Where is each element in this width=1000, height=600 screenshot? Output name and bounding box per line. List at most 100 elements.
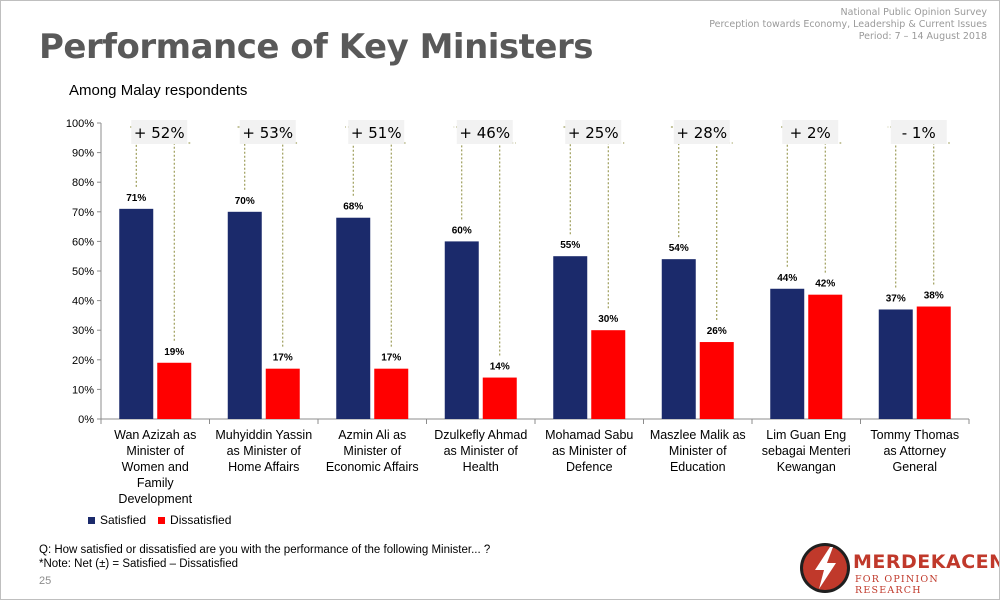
category-label: as Minister of bbox=[552, 444, 627, 458]
net-connector-satisfied bbox=[128, 126, 137, 187]
y-tick-label: 60% bbox=[72, 236, 94, 248]
y-tick-label: 100% bbox=[66, 118, 94, 130]
net-label-box bbox=[890, 120, 947, 144]
net-note: *Note: Net (±) = Satisfied – Dissatisfie… bbox=[39, 558, 239, 570]
net-value-label: + 52% bbox=[134, 124, 185, 142]
net-value-label: + 46% bbox=[459, 124, 510, 142]
data-label-dissatisfied: 17% bbox=[381, 353, 401, 364]
y-tick-label: 50% bbox=[72, 266, 94, 278]
data-label-satisfied: 44% bbox=[777, 273, 797, 284]
category-label: Maszlee Malik as bbox=[650, 428, 746, 442]
net-value-label: + 51% bbox=[351, 124, 402, 142]
legend-item-dissatisfied: Dissatisfied bbox=[158, 513, 231, 527]
data-label-satisfied: 70% bbox=[235, 196, 255, 207]
net-connector-dissatisfied bbox=[716, 142, 733, 321]
chart-subtitle: Among Malay respondents bbox=[69, 82, 248, 99]
data-label-satisfied: 37% bbox=[886, 293, 906, 304]
survey-period: Period: 7 – 14 August 2018 bbox=[858, 31, 987, 42]
legend-swatch-satisfied bbox=[88, 516, 95, 524]
data-label-satisfied: 71% bbox=[126, 193, 146, 204]
data-label-dissatisfied: 38% bbox=[924, 291, 944, 302]
y-tick-label: 40% bbox=[72, 296, 94, 308]
net-value-label: + 2% bbox=[790, 124, 831, 142]
bar-satisfied bbox=[444, 241, 479, 419]
data-label-satisfied: 68% bbox=[343, 202, 363, 213]
category-label: Dzulkefly Ahmad bbox=[434, 428, 527, 442]
net-label-box bbox=[673, 120, 730, 144]
lightning-bolt-icon bbox=[800, 543, 850, 593]
bar-satisfied bbox=[770, 288, 805, 419]
legend-label-satisfied: Satisfied bbox=[100, 513, 147, 527]
y-tick-label: 70% bbox=[72, 207, 94, 219]
net-label-box bbox=[239, 120, 296, 144]
bar-dissatisfied bbox=[265, 368, 300, 419]
y-tick-label: 20% bbox=[72, 355, 94, 367]
merdeka-center-logo: MERDEKACENTER FOR OPINION RESEARCH bbox=[797, 537, 999, 597]
category-label: Economic Affairs bbox=[326, 460, 419, 474]
category-label: as Attorney bbox=[883, 444, 946, 458]
survey-topic: Perception towards Economy, Leadership &… bbox=[709, 19, 987, 30]
bar-dissatisfied bbox=[808, 294, 843, 419]
category-label: Muhyiddin Yassin bbox=[215, 428, 312, 442]
chart-legend: Satisfied Dissatisfied bbox=[88, 513, 243, 527]
category-label: Tommy Thomas bbox=[870, 428, 959, 442]
net-connector-satisfied bbox=[779, 126, 788, 267]
net-connector-dissatisfied bbox=[933, 142, 950, 285]
net-connector-satisfied bbox=[887, 126, 897, 288]
y-tick-label: 0% bbox=[78, 414, 94, 426]
bar-dissatisfied bbox=[699, 342, 734, 419]
data-label-dissatisfied: 42% bbox=[815, 279, 835, 290]
data-label-dissatisfied: 26% bbox=[707, 326, 727, 337]
category-label: Women and bbox=[122, 460, 189, 474]
net-label-box bbox=[456, 120, 513, 144]
y-tick-label: 80% bbox=[72, 177, 94, 189]
bar-dissatisfied bbox=[374, 368, 409, 419]
net-connector-satisfied bbox=[670, 126, 680, 238]
category-label: as Minister of bbox=[227, 444, 302, 458]
data-label-satisfied: 55% bbox=[560, 240, 580, 251]
net-value-label: + 28% bbox=[676, 124, 727, 142]
bar-satisfied bbox=[878, 309, 913, 419]
net-value-label: + 53% bbox=[242, 124, 293, 142]
net-value-label: - 1% bbox=[902, 124, 936, 142]
net-label-box bbox=[565, 120, 622, 144]
data-label-dissatisfied: 17% bbox=[273, 353, 293, 364]
category-label: Minister of bbox=[343, 444, 401, 458]
category-label: Wan Azizah as bbox=[114, 428, 196, 442]
category-label: Family bbox=[137, 476, 175, 490]
category-label: Minister of bbox=[669, 444, 727, 458]
category-label: General bbox=[893, 460, 937, 474]
category-label: Azmin Ali as bbox=[338, 428, 406, 442]
bar-satisfied bbox=[227, 211, 262, 419]
legend-swatch-dissatisfied bbox=[158, 516, 166, 524]
net-connector-dissatisfied bbox=[173, 142, 191, 341]
category-label: Development bbox=[118, 492, 192, 506]
bar-dissatisfied bbox=[591, 330, 626, 419]
page-title: Performance of Key Ministers bbox=[39, 27, 594, 67]
data-label-dissatisfied: 30% bbox=[598, 314, 618, 325]
net-connector-dissatisfied bbox=[824, 142, 842, 273]
page-number: 25 bbox=[39, 575, 52, 587]
category-label: Minister of bbox=[126, 444, 184, 458]
net-connector-dissatisfied bbox=[390, 142, 408, 347]
category-label: Mohamad Sabu bbox=[545, 428, 633, 442]
category-label: Kewangan bbox=[777, 460, 836, 474]
y-tick-label: 10% bbox=[72, 384, 94, 396]
net-connector-dissatisfied bbox=[499, 142, 516, 356]
net-label-box bbox=[131, 120, 188, 144]
bar-satisfied bbox=[553, 256, 588, 419]
survey-info: National Public Opinion Survey Perceptio… bbox=[709, 7, 987, 43]
category-label: as Minister of bbox=[444, 444, 519, 458]
category-label: sebagai Menteri bbox=[762, 444, 851, 458]
bar-satisfied bbox=[336, 217, 371, 419]
survey-question: Q: How satisfied or dissatisfied are you… bbox=[39, 544, 491, 556]
category-label: Lim Guan Eng bbox=[766, 428, 846, 442]
legend-item-satisfied: Satisfied bbox=[88, 513, 146, 527]
logo-subtitle: FOR OPINION RESEARCH bbox=[855, 574, 939, 596]
net-label-box bbox=[782, 120, 839, 144]
legend-label-dissatisfied: Dissatisfied bbox=[170, 513, 232, 527]
survey-name: National Public Opinion Survey bbox=[840, 7, 987, 18]
category-label: Health bbox=[463, 460, 499, 474]
category-label: Home Affairs bbox=[228, 460, 299, 474]
